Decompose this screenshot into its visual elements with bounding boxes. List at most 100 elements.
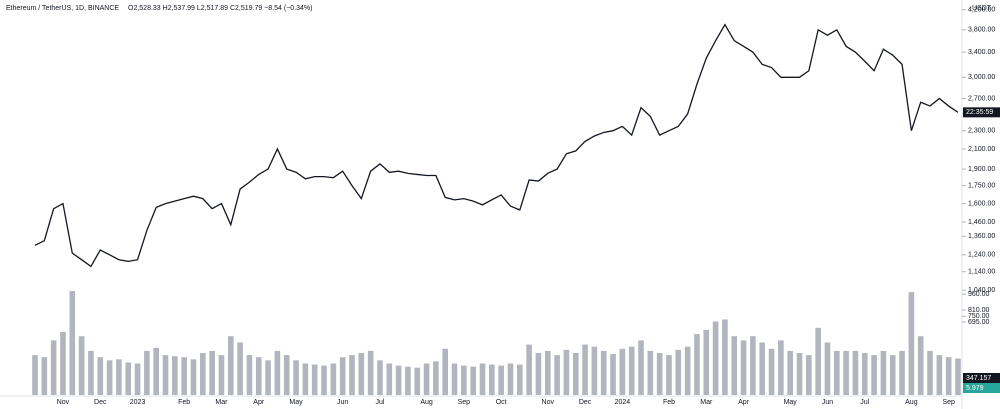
volume-bar [395, 365, 402, 395]
x-tick-label: Dec [94, 399, 107, 406]
volume-bar [470, 366, 476, 395]
volume-bar [88, 350, 94, 395]
volume-bar [945, 357, 952, 395]
x-tick-label: May [784, 399, 798, 406]
volume-bar [535, 353, 542, 395]
volume-bar [889, 355, 896, 395]
x-tick-label: Mar [700, 399, 713, 406]
volume-bar [899, 350, 905, 395]
y2-tick-label: 810.00 [968, 307, 990, 314]
volume-bar [694, 334, 700, 395]
countdown: 22:35:59 [966, 109, 993, 116]
volume-bar [517, 364, 523, 395]
volume-bar [880, 350, 887, 395]
volume-bar [815, 327, 821, 395]
volume-bar [647, 350, 654, 395]
volume-bar [582, 344, 588, 395]
x-tick-label: Dec [579, 399, 592, 406]
volume-bar [563, 349, 570, 395]
volume-bar [209, 350, 215, 395]
volume-bar [265, 360, 271, 395]
volume-bar [871, 355, 877, 395]
volume-bar [489, 364, 495, 395]
volume-bar [433, 361, 439, 395]
x-tick-label: Jul [860, 399, 869, 406]
y-tick-label: 1,240.00 [968, 252, 995, 259]
volume-bar [144, 350, 150, 395]
volume-bar [442, 348, 449, 395]
x-tick-label: Oct [496, 399, 507, 406]
volume-bar [116, 359, 122, 395]
volume-bar [367, 350, 374, 395]
volume-bar [936, 355, 943, 395]
x-tick-label: Feb [178, 399, 190, 406]
volume-bar [619, 348, 626, 395]
volume-bar [703, 329, 710, 395]
x-tick-label: Apr [253, 399, 265, 406]
volume-bar [293, 360, 299, 395]
volume-bar [768, 348, 775, 395]
volume-bar [321, 365, 327, 395]
volume-tag [963, 373, 1000, 383]
volume-bar [908, 292, 915, 395]
volume-bar [722, 319, 728, 395]
volume-tag-label: 5.979 [966, 385, 984, 392]
x-tick-label: 2023 [130, 399, 146, 406]
volume-bar [339, 357, 346, 395]
volume-bar [349, 355, 355, 395]
x-tick-label: May [289, 399, 303, 406]
volume-bar [610, 354, 616, 395]
volume-bar [656, 353, 663, 395]
volume-bar [666, 355, 672, 395]
x-tick-label: Nov [57, 399, 70, 406]
volume-bar [190, 359, 197, 395]
volume-bar [50, 340, 57, 395]
volume-bar [377, 360, 383, 395]
volume-bar [78, 336, 85, 395]
x-tick-label: 2024 [615, 399, 631, 406]
volume-bar [386, 363, 393, 395]
volume-bar [414, 367, 421, 395]
volume-bar [200, 353, 206, 395]
y-tick-label: 1,140.00 [968, 269, 995, 276]
volume-bar [572, 353, 579, 395]
volume-bar [125, 362, 132, 395]
x-tick-label: Feb [663, 399, 675, 406]
volume-bar [274, 350, 281, 395]
ohlc-text: O2,528.33 H2,537.99 L2,517.89 C2,519.79 … [128, 5, 312, 12]
y-tick-label: 4,200.00 [968, 7, 995, 14]
volume-bar [787, 350, 793, 395]
x-tick-label: Nov [542, 399, 555, 406]
volume-bar [153, 347, 159, 395]
volume-bar [843, 350, 849, 395]
volume-bar [330, 363, 337, 395]
volume-bar [41, 357, 48, 395]
volume-bar [675, 349, 682, 395]
volume-bar [218, 355, 225, 395]
volume-bar [796, 353, 803, 395]
chart-title: Ethereum / TetherUS, 1D, BINANCE [6, 5, 119, 12]
volume-bar [731, 336, 738, 395]
volume-bar [740, 340, 747, 395]
volume-bar [162, 355, 169, 395]
volume-bar [628, 346, 635, 395]
y-tick-label: 3,800.00 [968, 27, 995, 34]
volume-bar [861, 353, 868, 395]
x-tick-label: Jul [375, 399, 384, 406]
y-tick-label: 1,900.00 [968, 166, 995, 173]
volume-bar [302, 363, 309, 395]
volume-bar [955, 358, 961, 395]
y2-tick-label: 695.00 [968, 319, 990, 326]
y-tick-label: 1,750.00 [968, 182, 995, 189]
volume-bar [526, 344, 532, 395]
y-tick-label: 1,600.00 [968, 200, 995, 207]
volume-bar [134, 363, 141, 395]
volume-bar [181, 357, 187, 395]
volume-bar [554, 355, 560, 395]
y-tick-label: 2,700.00 [968, 95, 995, 102]
volume-bar [750, 336, 756, 395]
volume-bar [591, 346, 598, 395]
volume-tag [963, 383, 1000, 393]
volume-bar [917, 336, 924, 395]
